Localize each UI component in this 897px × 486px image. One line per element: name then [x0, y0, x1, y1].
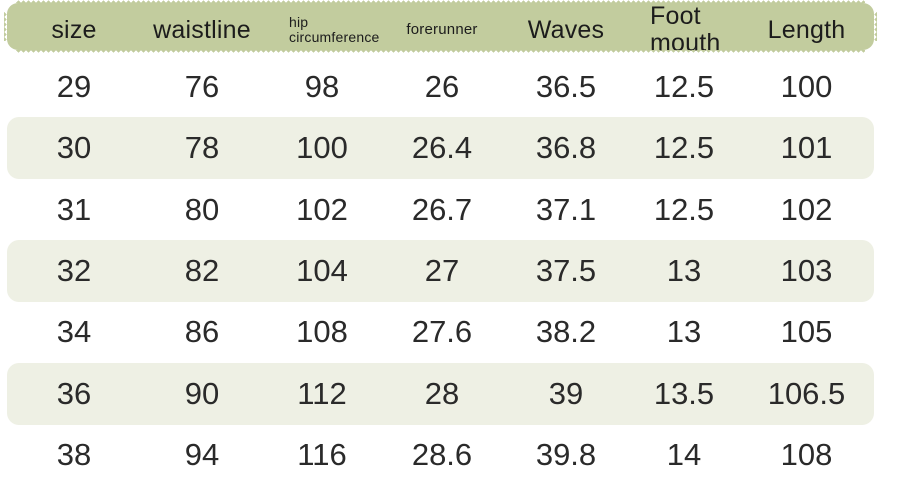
- table-cell: 12.5: [653, 130, 715, 166]
- table-body: 29 76 98 26 36.5 12.5 100 30 78 100 26.4…: [7, 56, 874, 486]
- table-cell: 14: [666, 437, 702, 473]
- table-cell: 12.5: [653, 191, 715, 227]
- table-cell: 100: [296, 130, 348, 166]
- table-cell: 31: [56, 191, 92, 227]
- table-cell: 12.5: [653, 68, 715, 104]
- table-cell: 26.7: [411, 191, 473, 227]
- table-cell: 86: [184, 314, 220, 350]
- table-cell: 105: [780, 314, 833, 350]
- table-cell: 27.6: [411, 314, 473, 350]
- header-serrated-edge-right: [874, 12, 877, 41]
- table-cell: 101: [780, 130, 833, 166]
- table-cell: 108: [296, 314, 348, 350]
- table-cell: 106.5: [767, 375, 846, 411]
- table-cell: 103: [780, 252, 833, 288]
- table-cell: 108: [780, 437, 833, 473]
- table-cell: 82: [184, 252, 220, 288]
- table-cell: 100: [780, 68, 833, 104]
- column-header-waistline: waistline: [153, 15, 251, 44]
- column-header-length: Length: [767, 15, 846, 44]
- table-row: 34 86 108 27.6 38.2 13 105: [7, 301, 874, 364]
- table-cell: 13: [666, 252, 702, 288]
- table-cell: 78: [184, 130, 220, 166]
- table-cell: 26.4: [411, 130, 473, 166]
- table-cell: 36.5: [535, 68, 597, 104]
- column-header-hip-circumference: hip circumference: [289, 13, 380, 45]
- column-header-forerunner: forerunner: [406, 20, 478, 38]
- table-cell: 76: [184, 68, 220, 104]
- table-cell: 37.5: [535, 252, 597, 288]
- table-row: 38 94 116 28.6 39.8 14 108: [7, 424, 874, 486]
- table-cell: 90: [184, 375, 220, 411]
- table-cell: 28: [424, 375, 460, 411]
- table-cell: 36.8: [535, 130, 597, 166]
- table-cell: 30: [56, 130, 92, 166]
- table-cell: 104: [296, 252, 348, 288]
- table-cell: 29: [56, 68, 92, 104]
- table-cell: 98: [304, 68, 340, 104]
- table-cell: 112: [297, 375, 347, 411]
- table-cell: 36: [56, 375, 92, 411]
- table-row: 31 80 102 26.7 37.1 12.5 102: [7, 178, 874, 241]
- table-header-row: size waistline hip circumference forerun…: [4, 0, 877, 57]
- table-cell: 38: [56, 437, 92, 473]
- column-header-waves: Waves: [527, 15, 605, 44]
- table-cell: 37.1: [535, 191, 597, 227]
- table-cell: 28.6: [411, 437, 473, 473]
- table-cell: 102: [780, 191, 833, 227]
- table-cell: 32: [56, 252, 92, 288]
- table-row: 30 78 100 26.4 36.8 12.5 101: [7, 117, 874, 179]
- table-cell: 39.8: [535, 437, 597, 473]
- table-cell: 80: [184, 191, 220, 227]
- table-cell: 39: [548, 375, 584, 411]
- table-row: 29 76 98 26 36.5 12.5 100: [7, 56, 874, 118]
- column-header-size: size: [51, 15, 97, 44]
- table-cell: 116: [297, 437, 347, 473]
- table-cell: 13: [666, 314, 702, 350]
- table-cell: 94: [184, 437, 220, 473]
- column-header-foot-mouth: Foot mouth: [650, 2, 721, 57]
- table-cell: 38.2: [535, 314, 597, 350]
- table-row: 36 90 112 28 39 13.5 106.5: [7, 363, 874, 425]
- table-cell: 26: [424, 68, 460, 104]
- table-cell: 102: [296, 191, 348, 227]
- table-cell: 27: [424, 252, 460, 288]
- table-row: 32 82 104 27 37.5 13 103: [7, 240, 874, 302]
- table-cell: 34: [56, 314, 92, 350]
- table-cell: 13.5: [653, 375, 715, 411]
